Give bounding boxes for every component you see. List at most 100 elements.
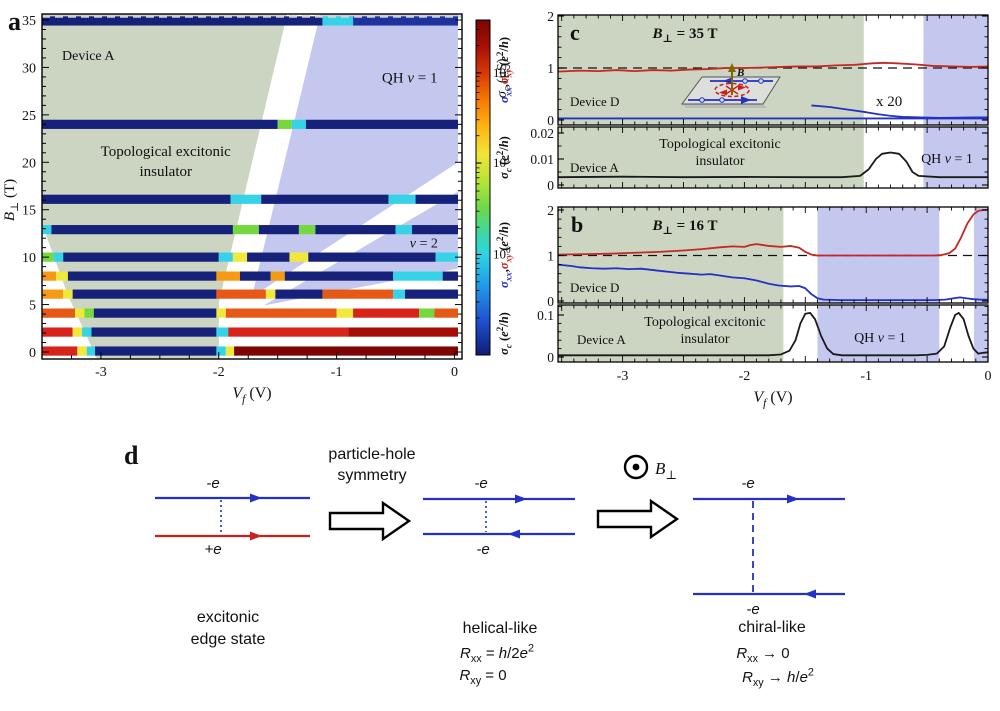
y-tick-label: 1 (547, 249, 554, 264)
stripe-B2.1 (228, 327, 349, 337)
stripe-B12.9 (395, 225, 413, 235)
y-tick-label: 20 (22, 156, 36, 171)
device-label: Device A (577, 332, 626, 347)
stripe-B0.1 (95, 346, 217, 356)
stripe-B12.9 (298, 225, 316, 235)
field-label: B⊥ = 35 T (652, 26, 718, 45)
x-tick-label: -2 (739, 369, 751, 384)
stage-excitonic-edge-state: -e +e (155, 475, 310, 558)
y-tick-label: 2 (547, 203, 554, 218)
stripe-B8 (216, 271, 240, 281)
subplot-bot (558, 127, 988, 188)
curve-sigma_xy (558, 208, 988, 257)
carrier-icon (758, 78, 764, 84)
arrowhead (250, 493, 262, 503)
stripe-B16.1 (42, 194, 231, 204)
field-label: B⊥ = 16 T (652, 218, 718, 237)
stripe-B24 (277, 119, 292, 129)
b-field-arrowhead (728, 63, 736, 72)
carrier-icon (719, 97, 725, 103)
stripe-B6.1 (72, 289, 217, 299)
arrowhead (723, 77, 733, 85)
region-label-tei: Topological excitonic (101, 144, 232, 160)
curve-sigma_xx_x20 (811, 104, 988, 119)
x-tick-label: -1 (331, 365, 343, 380)
sample-schematic-inset: B (681, 63, 781, 108)
stripe-B34.9 (322, 16, 354, 26)
region-label-qh: QH ν = 1 (921, 152, 973, 167)
arrowhead (508, 529, 520, 539)
equation: Rxx = h/2e2 (460, 643, 534, 666)
curve-sigma_c (558, 312, 988, 357)
region-label-qh: QH ν = 1 (854, 331, 906, 346)
y-tick-label: 0.01 (530, 152, 554, 167)
stripe-B16.1 (388, 194, 416, 204)
y-tick-label: 0 (29, 346, 36, 361)
subplot-border (557, 126, 989, 189)
y-tick-label: 2 (547, 9, 554, 24)
stripe-B8 (270, 271, 285, 281)
background-band (973, 305, 988, 362)
colorbar-tick-label: 102 (493, 64, 511, 79)
stripe-B8 (239, 271, 271, 281)
x-tick-label: -1 (860, 369, 872, 384)
curve-sigma_c (558, 151, 988, 179)
stripe-B10 (289, 252, 309, 262)
stage-helical-like: -e -e (423, 475, 575, 558)
y-tick-label: 0.02 (530, 126, 554, 141)
panel-a-label: a (8, 7, 21, 36)
curve-sigma_xx (558, 263, 988, 301)
stripe-B2.1 (348, 327, 458, 337)
stripe-B34.9 (353, 16, 458, 26)
block-arrow-icon (328, 500, 412, 542)
arrowhead (250, 531, 262, 541)
stripe-B12.9 (315, 225, 396, 235)
field-dot (632, 463, 640, 471)
stripe-B16.1 (415, 194, 458, 204)
background-band (923, 15, 988, 125)
panel-a-heatmap: -3 -2 -1 0 0 5 10 15 20 25 30 35 Vf (V) B⊥ (T) a Device… (2, 7, 513, 405)
panel-c-plot: 0 1 2 σxx,σxy (e2/h) 0 0.01 0.02 σc (e2/h) c B⊥ =… (495, 9, 989, 193)
stripe-B24 (291, 119, 306, 129)
device-label: Device D (570, 94, 619, 109)
y-tick-label: 35 (22, 14, 36, 29)
y-tick-label: 5 (29, 299, 36, 314)
subplot-top (558, 207, 988, 303)
y-tick-label: 30 (22, 61, 36, 76)
stripe-B4.1 (216, 308, 226, 318)
stripe-B4.1 (353, 308, 420, 318)
background-band (558, 305, 784, 362)
stripe-B4.1 (336, 308, 354, 318)
stripe-B2.1 (91, 327, 217, 337)
stripe-B6.1 (63, 289, 73, 299)
arrowhead (787, 494, 799, 504)
stripe-B10 (63, 252, 219, 262)
stripe-B16.1 (230, 194, 262, 204)
stripe-B34.9 (42, 16, 323, 26)
colorbar-tick-label: 100 (493, 246, 511, 261)
stripe-B6.1 (404, 289, 458, 299)
stripe-B6.1 (216, 289, 266, 299)
charge-label: +e (204, 541, 221, 558)
y-tick-label: 0 (547, 113, 554, 128)
stripe-B16.1 (261, 194, 389, 204)
stripe-B10 (53, 252, 64, 262)
background-band (817, 305, 940, 362)
transform-label: particle-hole (328, 446, 415, 463)
arrowhead (719, 89, 727, 96)
y-tick-label: 15 (22, 204, 36, 219)
stripe-B10 (308, 252, 436, 262)
device-label: Device D (570, 280, 619, 295)
charge-label: -e (206, 475, 219, 492)
arrowhead (804, 589, 816, 599)
y-axis-title: B⊥ (T) (2, 179, 21, 221)
y-tick-label: 25 (22, 109, 36, 124)
stripe-B8 (393, 271, 443, 281)
stripe-B4.1 (434, 308, 458, 318)
transform-label: symmetry (337, 467, 406, 484)
stripe-B10 (218, 252, 233, 262)
b-perp-label: B⊥ (655, 459, 677, 482)
plot-area-a (42, 14, 462, 359)
